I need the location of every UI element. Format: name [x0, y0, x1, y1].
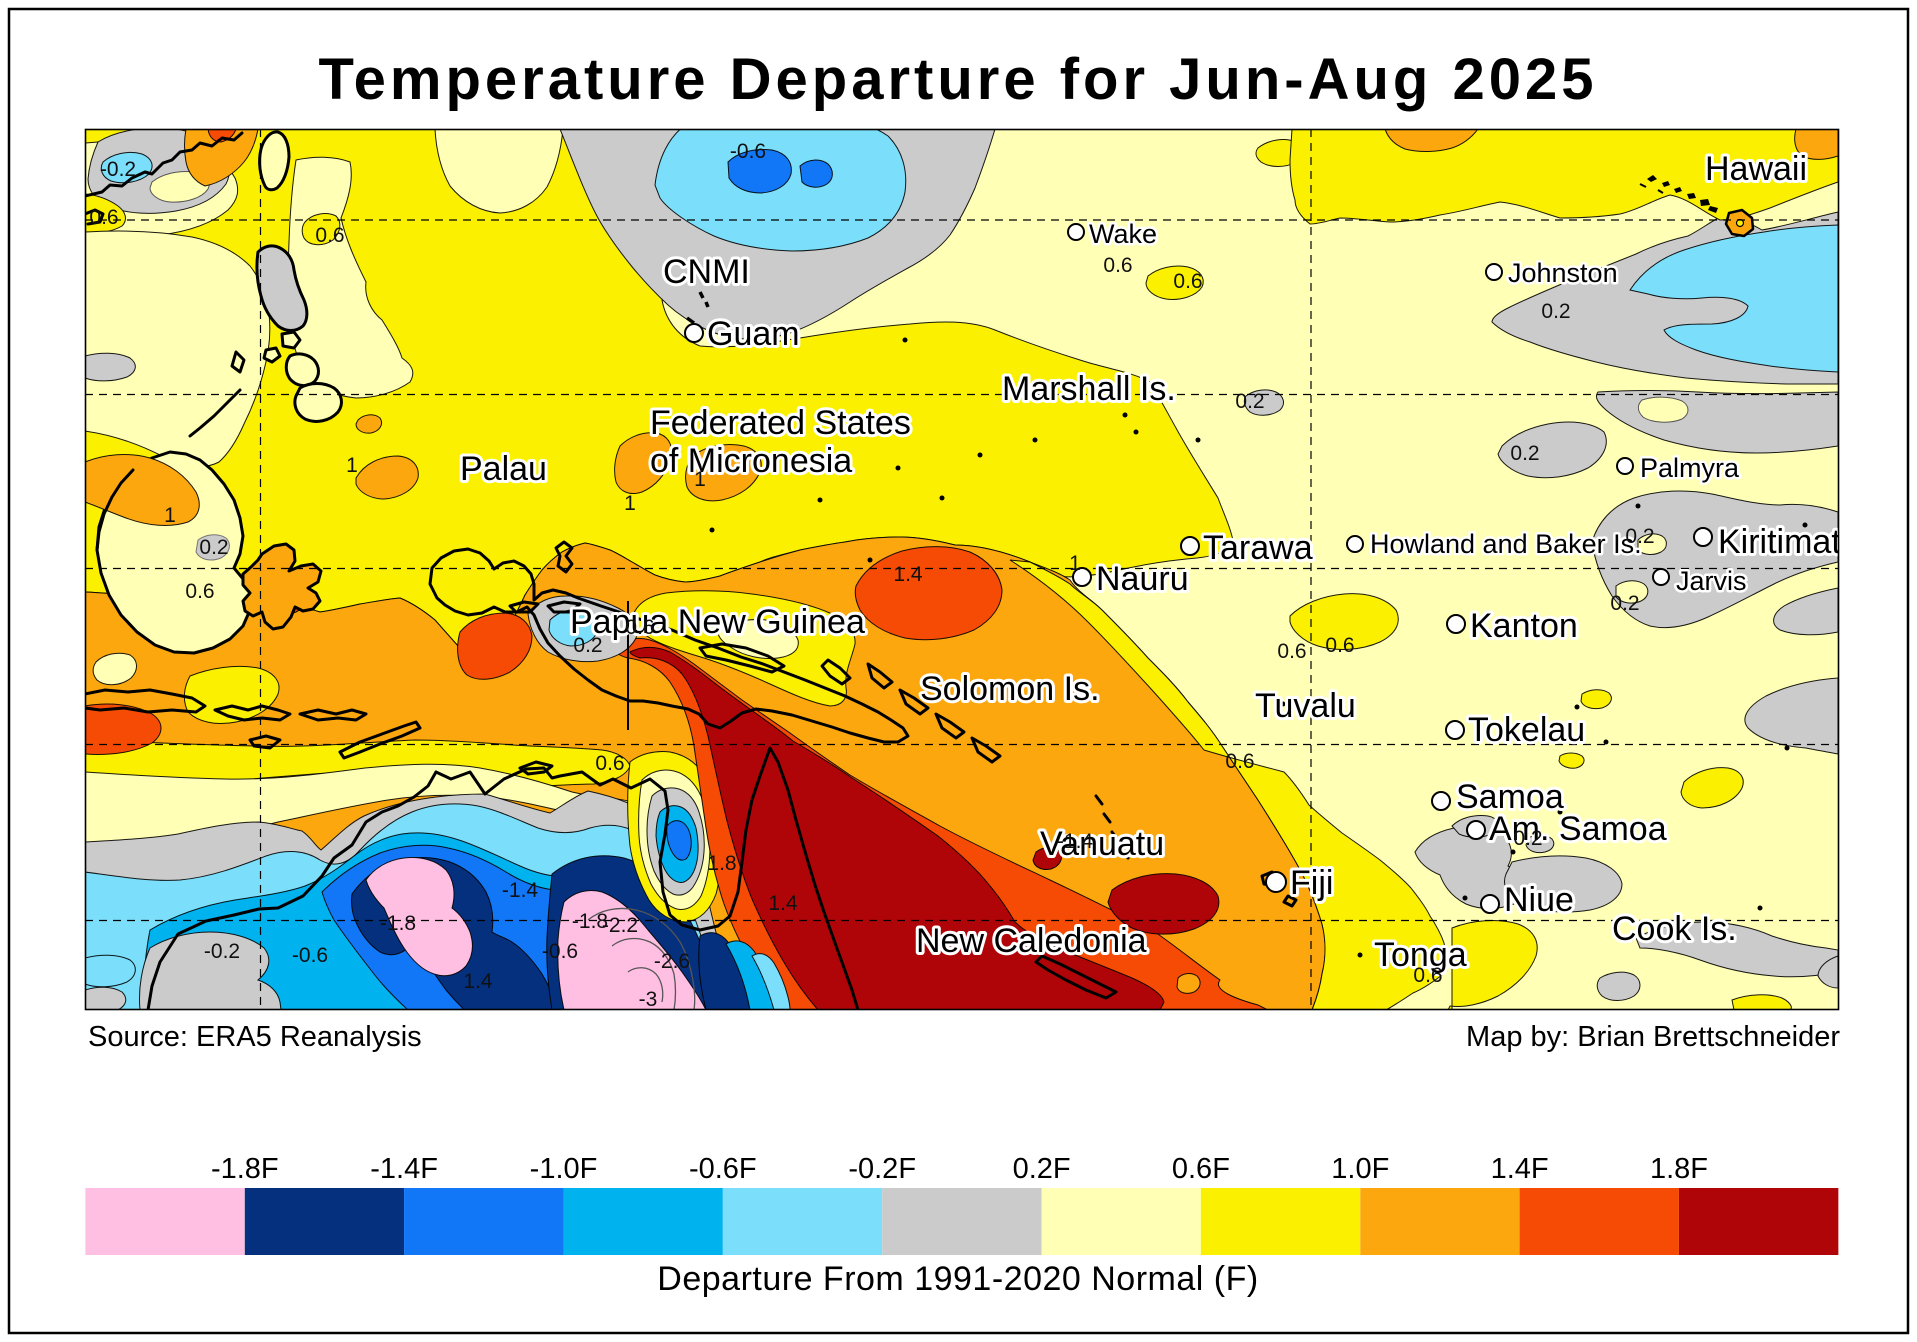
svg-text:Solomon Is.: Solomon Is. — [920, 670, 1100, 708]
svg-text:Johnston: Johnston — [1508, 258, 1618, 288]
svg-text:New Caledonia: New Caledonia — [916, 922, 1147, 960]
svg-text:-1.8: -1.8 — [572, 910, 608, 933]
svg-text:-1.8F: -1.8F — [211, 1153, 279, 1185]
svg-text:Tokelau: Tokelau — [1468, 711, 1585, 749]
svg-text:-0.2F: -0.2F — [848, 1153, 916, 1185]
svg-text:1.8: 1.8 — [707, 852, 736, 875]
svg-text:-0.2: -0.2 — [204, 940, 240, 963]
svg-text:-0.6: -0.6 — [542, 940, 578, 963]
svg-text:1: 1 — [1069, 552, 1081, 575]
svg-text:1.4: 1.4 — [768, 892, 798, 915]
svg-text:0.6F: 0.6F — [1172, 1153, 1230, 1185]
svg-text:of Micronesia: of Micronesia — [650, 442, 852, 480]
svg-text:Kiritimati: Kiritimati — [1718, 523, 1848, 561]
svg-text:-2.6: -2.6 — [654, 950, 690, 973]
svg-text:1.4: 1.4 — [893, 563, 923, 586]
svg-text:-0.6: -0.6 — [730, 140, 766, 163]
svg-text:Hawaii: Hawaii — [1705, 150, 1807, 188]
svg-text:-1.4: -1.4 — [1057, 830, 1094, 853]
svg-text:Palau: Palau — [460, 450, 547, 488]
svg-text:0.6: 0.6 — [1277, 640, 1306, 663]
svg-text:-0.6F: -0.6F — [689, 1153, 757, 1185]
svg-text:-3: -3 — [639, 988, 658, 1011]
svg-text:1.4: 1.4 — [463, 970, 493, 993]
svg-text:1: 1 — [624, 492, 636, 515]
svg-text:0.2: 0.2 — [1235, 390, 1264, 413]
svg-text:0.6: 0.6 — [625, 616, 654, 639]
svg-text:Fiji: Fiji — [1290, 864, 1333, 902]
svg-text:Temperature Departure for Jun-: Temperature Departure for Jun-Aug 2025 — [319, 47, 1598, 112]
svg-text:Vanuatu: Vanuatu — [1040, 825, 1164, 863]
svg-text:-1.0F: -1.0F — [530, 1153, 598, 1185]
svg-text:Tonga: Tonga — [1374, 936, 1467, 974]
svg-text:Wake: Wake — [1089, 219, 1157, 249]
svg-text:1.0F: 1.0F — [1331, 1153, 1389, 1185]
svg-text:-2.2: -2.2 — [602, 914, 638, 937]
svg-text:-0.6: -0.6 — [292, 944, 328, 967]
svg-text:1: 1 — [346, 454, 358, 477]
svg-text:0.6: 0.6 — [1325, 634, 1354, 657]
svg-text:Papua New Guinea: Papua New Guinea — [570, 603, 865, 641]
svg-text:-1.4: -1.4 — [502, 879, 539, 902]
svg-text:0.6: 0.6 — [1173, 270, 1202, 293]
svg-text:0.2: 0.2 — [1513, 827, 1542, 850]
svg-text:Palmyra: Palmyra — [1640, 453, 1740, 483]
svg-text:0.2: 0.2 — [1510, 442, 1539, 465]
svg-text:0.6: 0.6 — [315, 224, 344, 247]
svg-text:Federated States: Federated States — [650, 404, 911, 442]
svg-text:-1.4F: -1.4F — [370, 1153, 438, 1185]
svg-text:1: 1 — [164, 504, 176, 527]
svg-text:0.6: 0.6 — [89, 206, 118, 229]
svg-text:CNMI: CNMI — [663, 253, 750, 291]
svg-text:0.2: 0.2 — [1610, 592, 1639, 615]
svg-text:-0.2: -0.2 — [100, 158, 136, 181]
svg-text:Tarawa: Tarawa — [1203, 529, 1313, 567]
svg-text:Guam: Guam — [707, 315, 800, 353]
svg-text:1.4F: 1.4F — [1491, 1153, 1549, 1185]
svg-text:0.2: 0.2 — [199, 536, 228, 559]
svg-text:0.6: 0.6 — [1225, 750, 1254, 773]
svg-text:Niue: Niue — [1504, 881, 1574, 919]
svg-text:Tuvalu: Tuvalu — [1255, 687, 1356, 725]
svg-text:-1.8: -1.8 — [380, 912, 416, 935]
svg-text:Source: ERA5 Reanalysis: Source: ERA5 Reanalysis — [88, 1021, 422, 1053]
svg-text:Nauru: Nauru — [1096, 560, 1189, 598]
svg-text:0.6: 0.6 — [595, 752, 624, 775]
svg-text:Departure From 1991-2020 Norma: Departure From 1991-2020 Normal (F) — [657, 1260, 1258, 1298]
svg-text:0.2: 0.2 — [573, 634, 602, 657]
svg-text:1: 1 — [694, 468, 706, 491]
svg-text:Jarvis: Jarvis — [1676, 566, 1747, 596]
svg-text:0.2: 0.2 — [1541, 300, 1570, 323]
svg-text:Howland and Baker Is.: Howland and Baker Is. — [1370, 529, 1642, 559]
svg-text:1.8F: 1.8F — [1650, 1153, 1708, 1185]
svg-text:0.2: 0.2 — [1625, 525, 1654, 548]
svg-text:Map by: Brian Brettschneider: Map by: Brian Brettschneider — [1466, 1021, 1840, 1053]
svg-text:Am. Samoa: Am. Samoa — [1489, 810, 1667, 848]
svg-text:0.6: 0.6 — [185, 580, 214, 603]
svg-text:Cook Is.: Cook Is. — [1612, 910, 1737, 948]
svg-text:Marshall Is.: Marshall Is. — [1002, 370, 1176, 408]
svg-text:Samoa: Samoa — [1456, 778, 1564, 816]
svg-text:Kanton: Kanton — [1470, 607, 1578, 645]
svg-text:0.6: 0.6 — [1103, 254, 1132, 277]
svg-text:0.6: 0.6 — [1413, 964, 1442, 987]
svg-text:0.2F: 0.2F — [1013, 1153, 1071, 1185]
